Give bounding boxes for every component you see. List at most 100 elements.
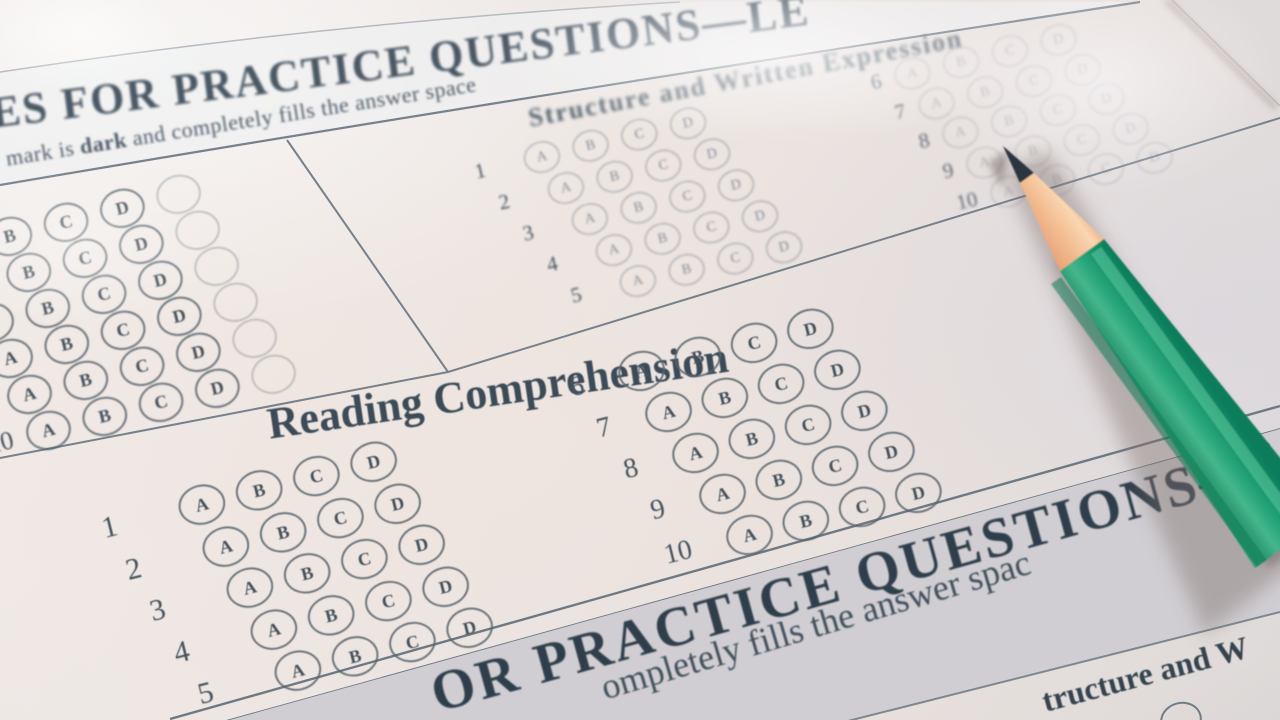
bubble-a: A xyxy=(270,645,326,696)
row-number: 10 xyxy=(0,424,17,460)
bubble-d: D xyxy=(1037,20,1080,59)
bubble-d: D xyxy=(417,561,474,612)
bubble-d: D xyxy=(393,519,450,570)
bubble-c: C xyxy=(642,146,685,185)
bubble-a: A xyxy=(721,509,778,561)
bubble-c: C xyxy=(690,208,733,247)
bubble-d: D xyxy=(739,197,782,236)
bubble-a: A xyxy=(616,261,659,301)
bubble-a: A xyxy=(568,199,611,239)
bubble-d: D xyxy=(863,426,920,477)
bubble-c: C xyxy=(988,31,1031,71)
bubble-c: C xyxy=(1036,90,1079,130)
bubble-c: C xyxy=(312,492,369,543)
row-number: 3 xyxy=(146,592,169,628)
bubble-c: C xyxy=(807,440,863,491)
bubble-b: B xyxy=(724,413,780,464)
bubble-b: B xyxy=(569,126,612,165)
bubble-d: D xyxy=(1085,79,1128,118)
bubble-a: A xyxy=(246,604,302,655)
bubble-b: B xyxy=(327,631,383,682)
bubble-b: B xyxy=(665,250,708,289)
bubble-c: C xyxy=(1084,149,1127,189)
bubble-a: A xyxy=(963,142,1006,182)
bubble-c: C xyxy=(726,317,782,368)
bubble-d: D xyxy=(369,478,426,529)
partial-bubble xyxy=(1156,697,1206,720)
row-number: 5 xyxy=(568,281,584,308)
instruction-text-bold: dark xyxy=(77,126,129,159)
row-number: 4 xyxy=(544,250,560,277)
row-number: 1 xyxy=(472,157,488,184)
bubble-c: C xyxy=(780,399,836,450)
bubble-c: C xyxy=(834,481,890,532)
bubble-d: D xyxy=(809,344,866,395)
row-number: 7 xyxy=(892,98,908,124)
bubble-c: C xyxy=(753,358,809,409)
vertical-divider-line xyxy=(286,139,449,373)
row-number: 2 xyxy=(122,550,145,587)
bubble-c: C xyxy=(360,575,417,626)
bubble-b: B xyxy=(593,157,636,196)
bubble-d: D xyxy=(782,303,839,354)
row-number: 9 xyxy=(647,492,669,527)
bubble-c: C xyxy=(666,177,709,216)
row-number: 1 xyxy=(98,509,121,545)
bubble-d: D xyxy=(1109,109,1152,148)
bubble-b: B xyxy=(778,495,834,546)
bubble-c: C xyxy=(1060,120,1103,159)
bubble-a: A xyxy=(694,468,751,520)
instruction-text-pre: mark is xyxy=(4,134,82,171)
table-corner xyxy=(1172,0,1280,106)
row-number: 9 xyxy=(940,157,956,183)
bubble-b: B xyxy=(279,548,335,599)
row-number: 5 xyxy=(194,675,217,711)
row-number: 8 xyxy=(916,127,932,154)
row-number: 8 xyxy=(620,451,642,486)
bubble-b: B xyxy=(303,589,359,640)
bubble-a: A xyxy=(520,137,563,177)
bubble-d: D xyxy=(345,436,402,487)
bubble-d: D xyxy=(763,228,806,267)
bubble-a: A xyxy=(222,562,278,613)
bubble-d: D xyxy=(1133,138,1176,177)
bubble-c: C xyxy=(288,450,345,502)
bubble-b: B xyxy=(1036,161,1079,200)
bubble-a: A xyxy=(891,54,934,93)
paper-edge xyxy=(1171,0,1280,107)
bubble-a: A xyxy=(544,168,587,208)
bubble-b: B xyxy=(231,465,287,516)
bubble-b: B xyxy=(641,219,684,258)
bubble-d: D xyxy=(1061,50,1104,89)
bubble-b: B xyxy=(617,188,660,227)
row-number: 7 xyxy=(593,410,615,445)
bubble-d: D xyxy=(667,104,710,143)
row-number: 2 xyxy=(496,188,512,215)
row-number: 6 xyxy=(566,369,588,404)
row-number: 6 xyxy=(868,68,884,95)
bubble-c: C xyxy=(384,616,441,668)
pencil-shadow xyxy=(1005,150,1280,635)
bubble-b: B xyxy=(964,72,1007,111)
bubble-a: A xyxy=(592,230,635,270)
bubble-d: D xyxy=(836,385,893,436)
row-number: 3 xyxy=(520,219,536,246)
bubble-a: A xyxy=(667,427,724,479)
next-structure-section-title: tructure and W xyxy=(1038,629,1253,719)
bubble-a: A xyxy=(640,386,697,438)
bubble-d: D xyxy=(715,166,758,205)
bubble-a: A xyxy=(198,521,254,572)
bubble-b: B xyxy=(255,506,311,557)
bubble-c: C xyxy=(714,239,757,278)
bubble-b: B xyxy=(751,454,807,505)
bubble-a: A xyxy=(939,113,982,152)
bubble-a: A xyxy=(174,479,230,530)
bubble-c: C xyxy=(336,533,393,585)
bubble-d: D xyxy=(890,467,947,518)
row-number: 4 xyxy=(170,633,193,670)
bubble-c: C xyxy=(618,115,661,154)
bubble-b: B xyxy=(940,43,983,82)
bubble-a: A xyxy=(987,172,1030,211)
bubble-c: C xyxy=(1012,61,1055,100)
